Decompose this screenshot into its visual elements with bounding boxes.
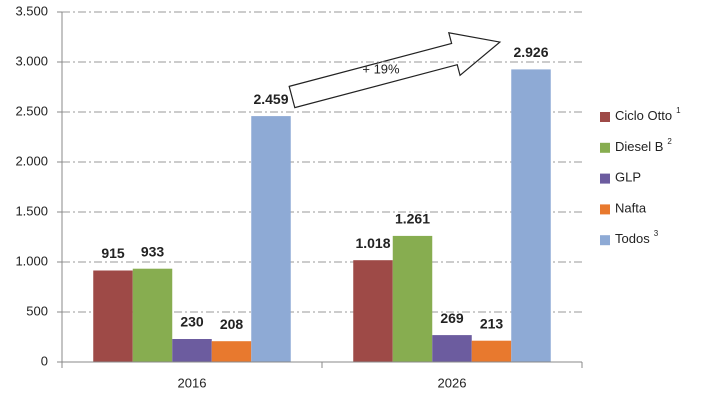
legend-label: Nafta	[615, 201, 647, 216]
value-label: 269	[440, 310, 464, 326]
legend-name: Diesel B	[615, 139, 663, 154]
bar	[471, 340, 512, 362]
legend-name: Ciclo Otto	[615, 108, 672, 123]
legend-name: GLP	[615, 170, 641, 185]
y-tick-label: 3.000	[15, 53, 48, 68]
annotation: + 19%	[362, 61, 400, 76]
legend-footnote: 2	[667, 137, 672, 146]
value-label: 230	[180, 314, 204, 330]
legend-name: Todos	[615, 232, 650, 247]
bar	[211, 341, 252, 362]
bar	[432, 335, 472, 362]
bar	[132, 268, 173, 362]
y-tick-label: 0	[41, 353, 48, 368]
value-label: 2.459	[253, 91, 288, 107]
bar	[93, 270, 133, 362]
y-tick-label: 2.000	[15, 153, 48, 168]
bar	[251, 116, 291, 362]
legend-swatch	[600, 112, 610, 122]
bar	[392, 235, 433, 362]
value-label: 213	[480, 315, 504, 331]
y-tick-label: 1.000	[15, 253, 48, 268]
value-label: 1.261	[395, 211, 430, 227]
value-label: 208	[220, 316, 244, 332]
value-label: 1.018	[355, 235, 390, 251]
legend-swatch	[600, 142, 610, 153]
legend-label: Diesel B 2	[615, 137, 672, 154]
y-tick-label: 1.500	[15, 203, 48, 218]
value-label: 933	[141, 243, 165, 259]
legend-footnote: 1	[676, 106, 681, 115]
legend-swatch	[600, 173, 610, 184]
legend-label: Ciclo Otto 1	[615, 106, 681, 123]
x-tick-label: 2026	[438, 375, 467, 390]
legend-name: Nafta	[615, 201, 647, 216]
legend-label: GLP	[615, 170, 641, 185]
legend-footnote: 3	[654, 229, 659, 238]
bar	[172, 339, 212, 362]
bar	[353, 260, 393, 362]
value-label: 2.926	[513, 44, 548, 60]
y-tick-label: 2.500	[15, 103, 48, 118]
value-label: 915	[101, 245, 125, 261]
legend-swatch	[600, 204, 610, 215]
x-tick-label: 2016	[178, 375, 207, 390]
y-tick-label: 3.500	[15, 3, 48, 18]
legend-swatch	[600, 235, 610, 246]
y-tick-label: 500	[26, 303, 48, 318]
legend-label: Todos 3	[615, 229, 659, 246]
growth-arrow	[288, 32, 502, 109]
bar	[511, 69, 551, 363]
